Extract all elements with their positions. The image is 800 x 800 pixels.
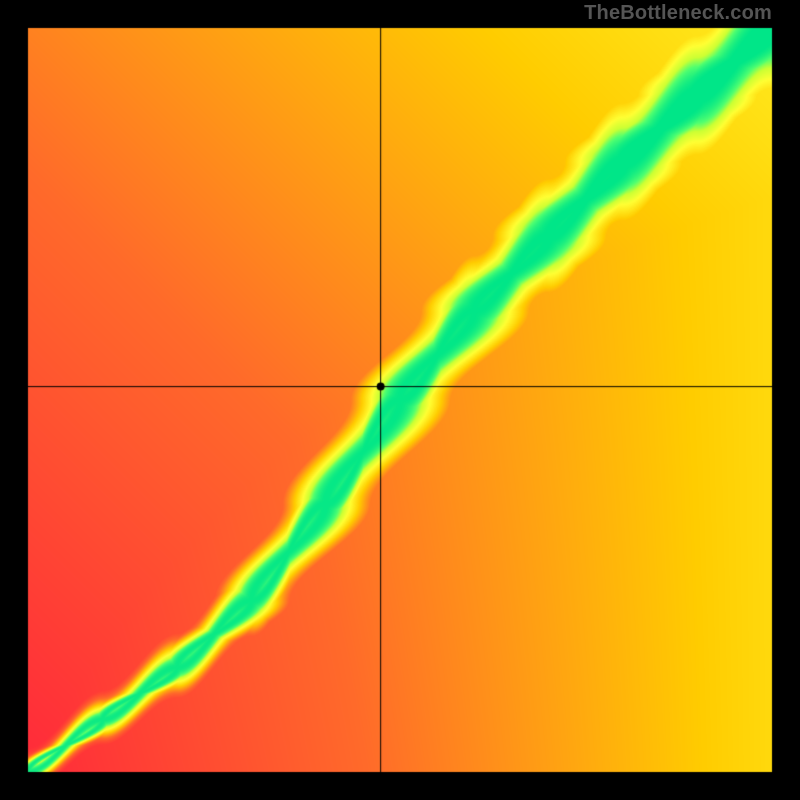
chart-container: TheBottleneck.com bbox=[0, 0, 800, 800]
watermark-text: TheBottleneck.com bbox=[584, 2, 772, 25]
bottleneck-heatmap bbox=[0, 0, 800, 800]
